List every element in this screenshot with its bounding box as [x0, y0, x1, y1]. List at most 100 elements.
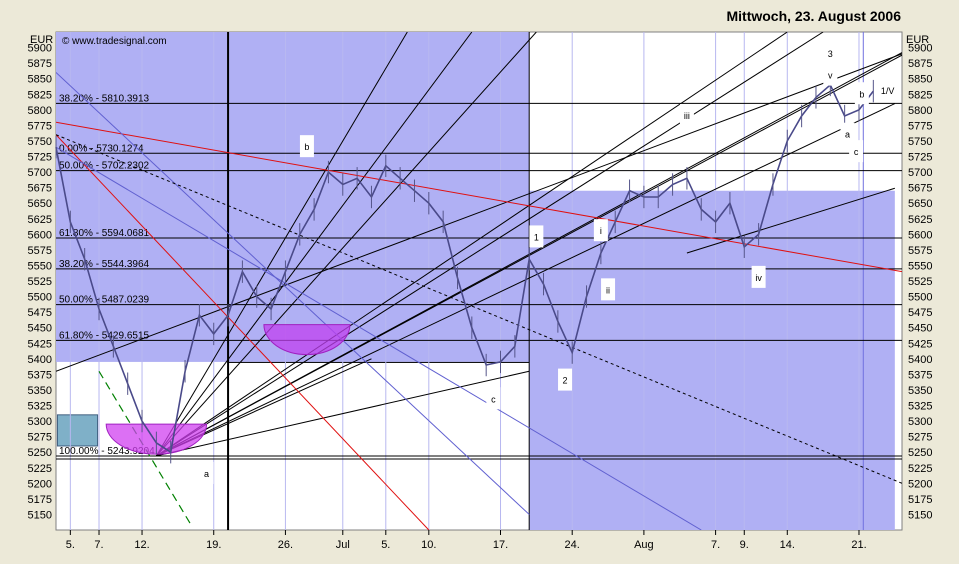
wave-label-box [679, 104, 694, 127]
y-tick-label-right: 5850 [908, 74, 932, 86]
red-down-line [56, 134, 430, 530]
trend-lines [56, 32, 902, 530]
fib-label: 100.00% - 5243.9204 [59, 446, 155, 457]
y-tick-label-left: 5500 [28, 292, 52, 304]
wave-label-box [823, 63, 838, 86]
y-tick-label-right: 5175 [908, 494, 932, 506]
x-tick-label: 7. [711, 539, 720, 551]
y-tick-label-right: 5725 [908, 152, 932, 164]
y-tick-label-left: 5625 [28, 214, 52, 226]
fan-line [156, 32, 788, 457]
y-tick-label-right: 5450 [908, 323, 932, 335]
wave-label-box [529, 225, 544, 248]
y-tick-label-left: 5325 [28, 401, 52, 413]
y-tick-label-left: 5825 [28, 89, 52, 101]
x-tick-label: 21. [851, 539, 866, 551]
wave-label-box [601, 278, 616, 301]
x-tick-label: 17. [493, 539, 508, 551]
y-tick-label-right: 5325 [908, 401, 932, 413]
y-tick-label-right: 5875 [908, 58, 932, 70]
price-series [55, 73, 874, 464]
x-tick-label: 12. [134, 539, 149, 551]
wave-label: c [854, 147, 859, 157]
x-tick-label: 10. [421, 539, 436, 551]
background-boxes [56, 32, 895, 530]
y-tick-label-right: 5275 [908, 432, 932, 444]
fib-label: 50.00% - 5487.0239 [59, 295, 150, 306]
y-tick-label-right: 5200 [908, 478, 932, 490]
y-tick-label-left: 5475 [28, 307, 52, 319]
wave-label-box [823, 41, 838, 64]
y-tick-label-left: 5575 [28, 245, 52, 257]
y-tick-label-left: 5875 [28, 58, 52, 70]
y-tick-label-right: 5575 [908, 245, 932, 257]
wave-label: i [600, 226, 602, 236]
wave-label-box [558, 368, 573, 391]
y-tick-label-right: 5775 [908, 120, 932, 132]
y-tick-label-right: 5625 [908, 214, 932, 226]
x-tick-label: 9. [740, 539, 749, 551]
fan-line [156, 32, 824, 457]
y-tick-label-right: 5225 [908, 463, 932, 475]
wave-label: v [828, 71, 833, 81]
y-tick-label-left: 5725 [28, 152, 52, 164]
header-date: Mittwoch, 23. August 2006 [726, 8, 901, 24]
currency-label-right: EUR [906, 34, 930, 46]
box-left [56, 32, 530, 362]
y-tick-label-left: 5175 [28, 494, 52, 506]
y-tick-label-left: 5150 [28, 509, 52, 521]
y-tick-label-left: 5550 [28, 260, 52, 272]
y-tick-label-right: 5650 [908, 198, 932, 210]
y-tick-label-right: 5375 [908, 369, 932, 381]
y-tick-label-right: 5475 [908, 307, 932, 319]
red-trend-line [56, 121, 902, 273]
y-tick-label-left: 5600 [28, 229, 52, 241]
y-tick-label-right: 5400 [908, 354, 932, 366]
y-tick-label-right: 5525 [908, 276, 932, 288]
currency-label-left: EUR [30, 34, 54, 46]
x-tick-label: Jul [336, 539, 350, 551]
fan-line [156, 32, 537, 457]
y-tick-label-right: 5600 [908, 229, 932, 241]
wave-label: 3 [828, 49, 833, 59]
fib-label: 38.20% - 5544.3964 [59, 259, 150, 270]
wave-label: a [845, 130, 850, 140]
y-tick-label-left: 5450 [28, 323, 52, 335]
wave-label: a [204, 469, 209, 479]
dashed-line [56, 134, 902, 484]
y-tick-label-right: 5350 [908, 385, 932, 397]
y-tick-label-left: 5650 [28, 198, 52, 210]
fib-label: 61.80% - 5429.6515 [59, 330, 150, 341]
fib-label: 50.00% - 5702.2302 [59, 161, 150, 172]
x-tick-label: 5. [381, 539, 390, 551]
wave-label: 2 [563, 376, 568, 386]
y-tick-label-left: 5300 [28, 416, 52, 428]
y-tick-label-right: 5675 [908, 183, 932, 195]
y-tick-label-left: 5225 [28, 463, 52, 475]
wave-label-box [849, 140, 864, 163]
wave-label-box [840, 122, 855, 145]
y-tick-label-left: 5525 [28, 276, 52, 288]
y-tick-label-left: 5350 [28, 385, 52, 397]
y-tick-label-left: 5250 [28, 447, 52, 459]
y-tick-label-left: 5375 [28, 369, 52, 381]
y-tick-label-right: 5800 [908, 105, 932, 117]
y-tick-label-left: 5425 [28, 338, 52, 350]
y-tick-label-left: 5900 [28, 43, 52, 55]
y-tick-label-left: 5700 [28, 167, 52, 179]
fib-label: 0.00% - 5730.1274 [59, 143, 144, 154]
y-tick-label-right: 5750 [908, 136, 932, 148]
x-tick-label: 5. [66, 539, 75, 551]
fan-line [155, 32, 473, 457]
y-tick-label-left: 5275 [28, 432, 52, 444]
y-tick-label-right: 5500 [908, 292, 932, 304]
fib-label: 61.80% - 5594.0681 [59, 228, 150, 239]
wave-label: ii [606, 285, 610, 295]
y-tick-label-right: 5300 [908, 416, 932, 428]
fibonacci-levels: 38.20% - 5810.3913 0.00% - 5730.1274 50.00… [56, 93, 902, 460]
wave-label-box [751, 265, 766, 288]
x-tick-label: Aug [634, 539, 654, 551]
y-tick-label-right: 5825 [908, 89, 932, 101]
axes: 5150 5150 5175 5175 5200 5200 5225 5225 5250 5250… [28, 43, 933, 551]
